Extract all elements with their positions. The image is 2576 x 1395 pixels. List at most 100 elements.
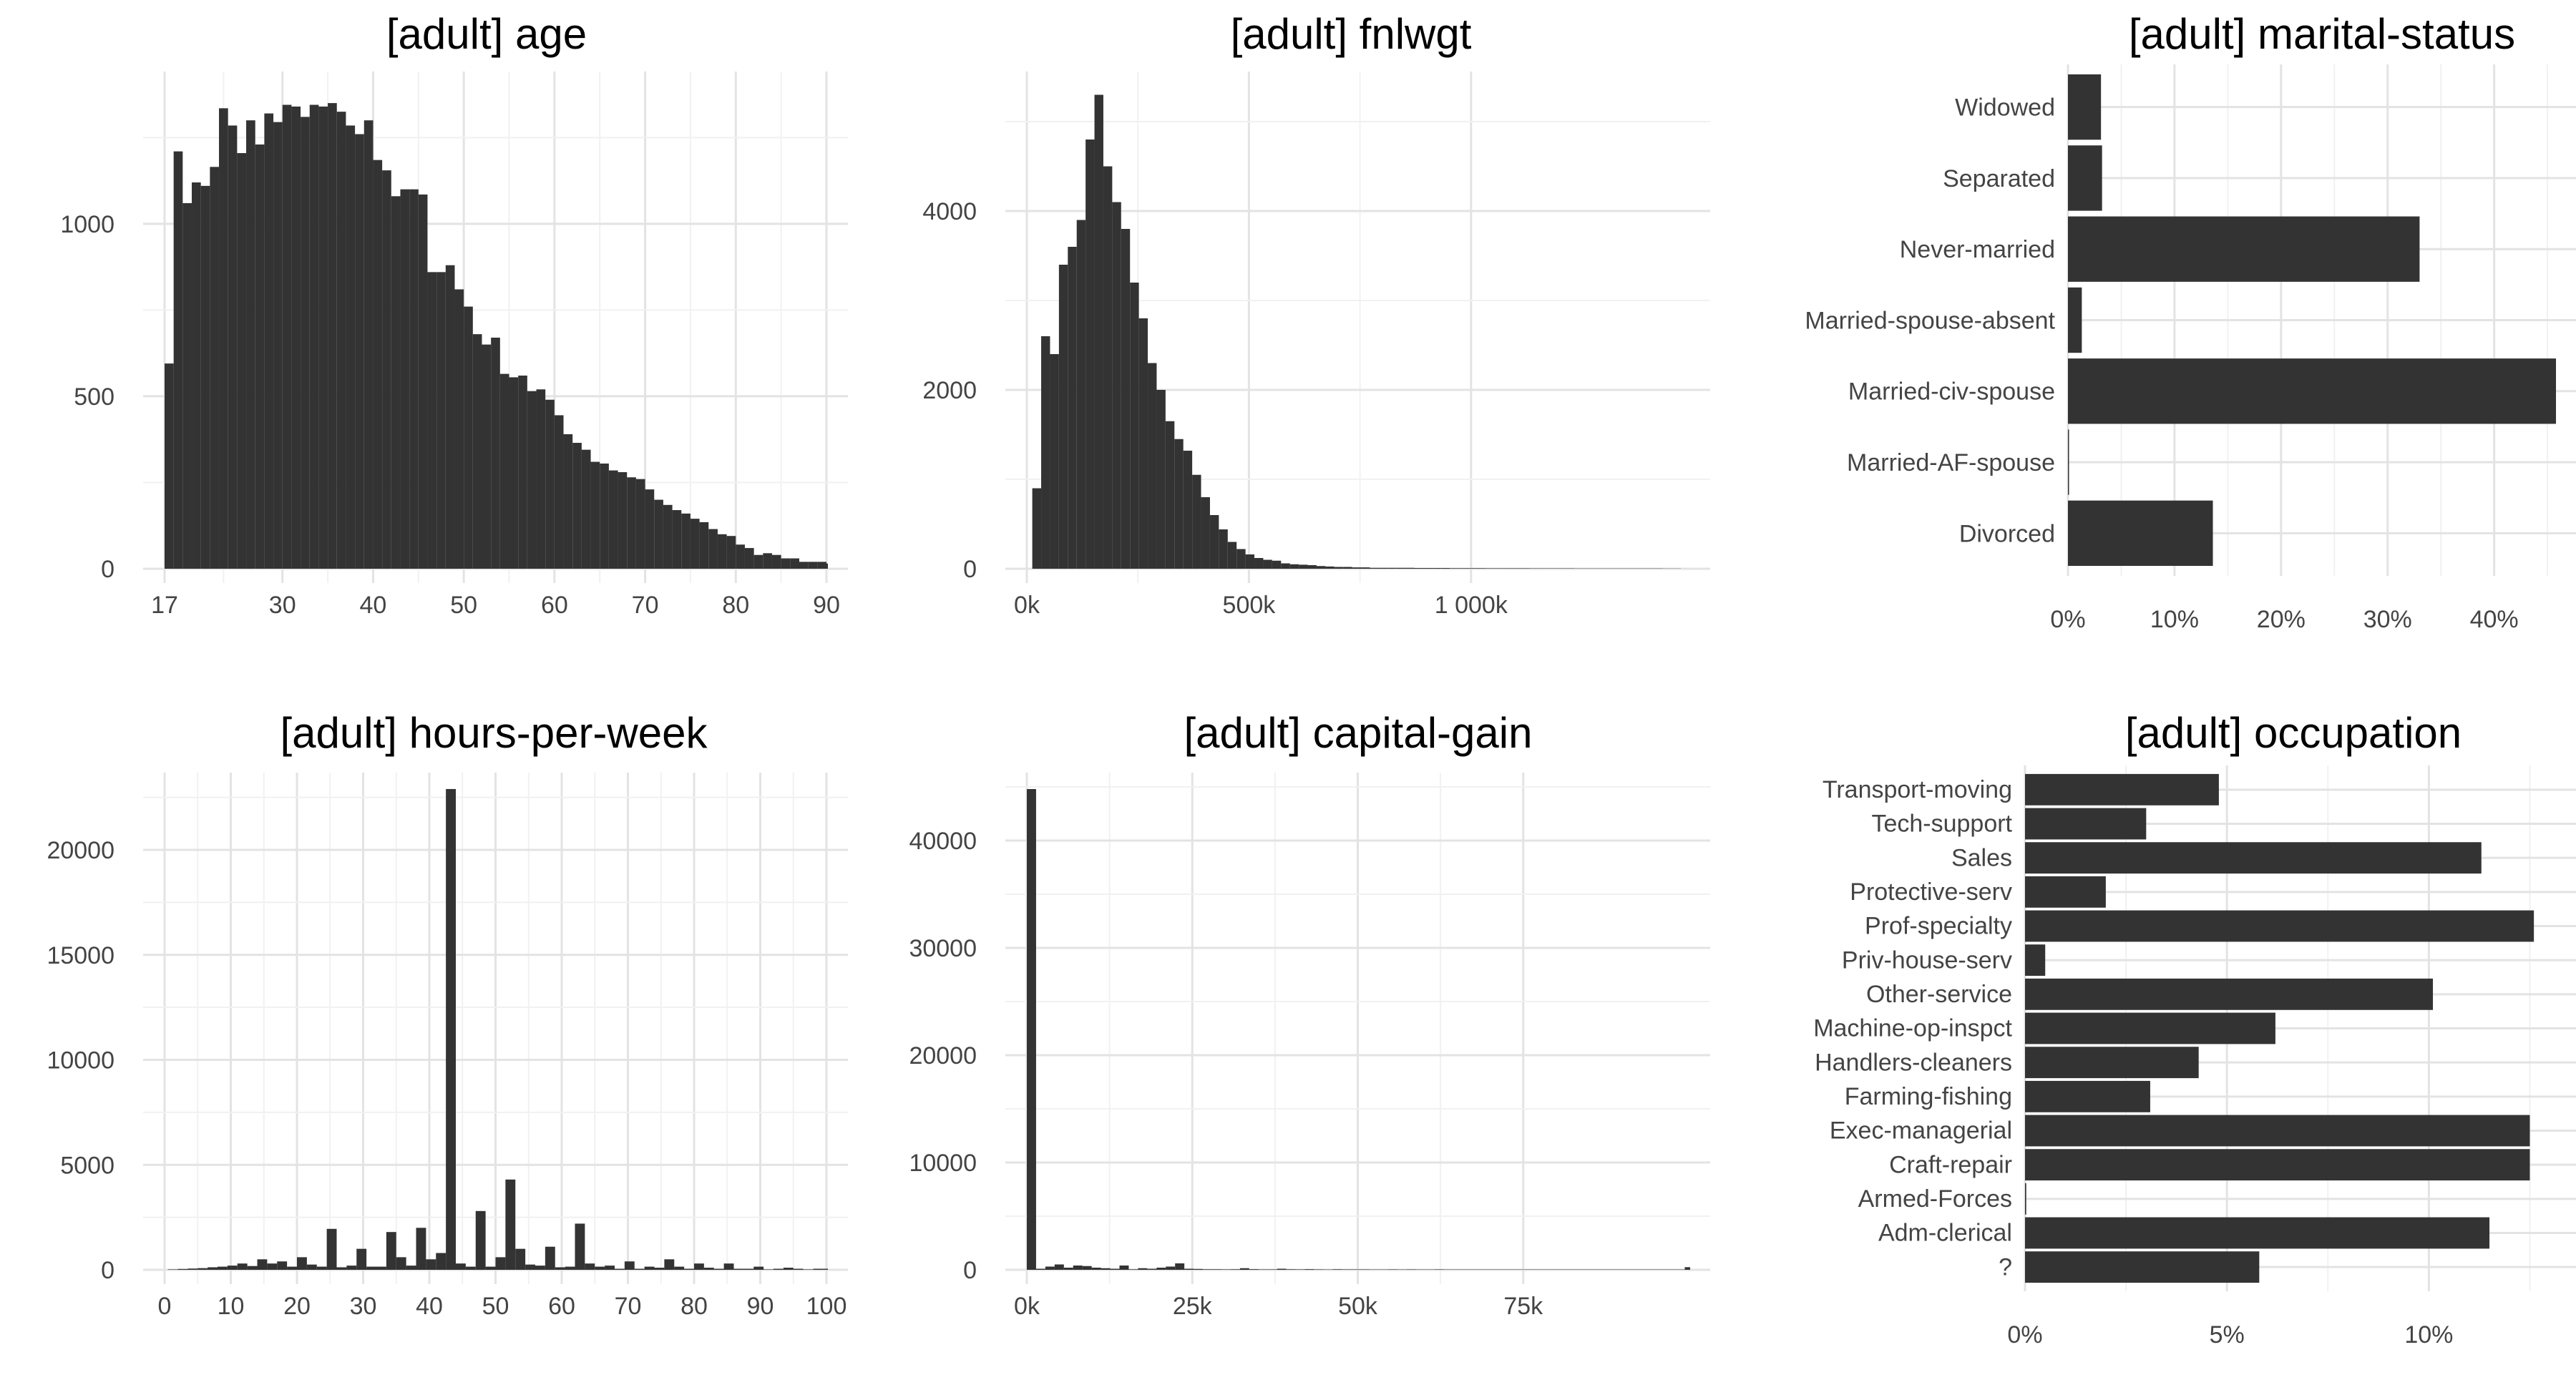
histogram-bar	[672, 510, 682, 569]
x-tick-label: 40	[360, 592, 387, 619]
histogram-bar	[1221, 1269, 1231, 1270]
histogram-bar	[744, 548, 754, 569]
histogram-bar	[1027, 789, 1036, 1270]
y-tick-label: 500	[74, 383, 114, 411]
histogram-bar	[1343, 567, 1352, 569]
histogram-bar	[518, 376, 527, 569]
category-label: Protective-serv	[1850, 878, 2012, 906]
histogram-bar	[1314, 1269, 1324, 1270]
category-bar	[2025, 808, 2147, 840]
x-tick-label: 10	[218, 1293, 245, 1320]
histogram-bar	[509, 377, 519, 569]
histogram-bar	[1230, 1269, 1240, 1270]
histogram-bar	[515, 1248, 526, 1270]
histogram-bar	[485, 1266, 496, 1270]
category-label: Farming-fishing	[1845, 1083, 2012, 1110]
category-bar	[2068, 358, 2557, 424]
histogram-bar	[1414, 568, 1423, 569]
category-label: Armed-Forces	[1858, 1185, 2012, 1213]
histogram-bar	[297, 1257, 307, 1270]
histogram-bar	[1521, 568, 1530, 569]
histogram-bar	[585, 1263, 595, 1270]
category-bar	[2025, 910, 2534, 942]
histogram-bar	[1277, 1268, 1287, 1270]
histogram-bar	[1121, 229, 1131, 569]
histogram-bar	[1263, 559, 1272, 569]
category-bar	[2068, 429, 2069, 495]
histogram-bar	[1432, 568, 1441, 569]
category-label: Never-married	[1900, 236, 2055, 263]
histogram-bar	[356, 1248, 367, 1270]
y-tick-label: 20000	[909, 1042, 977, 1070]
y-tick-label: 2000	[922, 377, 977, 404]
histogram-bar	[1304, 1269, 1314, 1270]
histogram-bar	[1138, 1268, 1148, 1270]
histogram-bar	[246, 120, 255, 569]
histogram-bar	[465, 1266, 476, 1270]
panel-occupation-bars: [adult] occupation ? Adm-clerical Armed-Fo…	[1813, 709, 2576, 1348]
x-tick-label: 20	[283, 1293, 311, 1320]
histogram-bar	[436, 1253, 447, 1270]
histogram-bar	[167, 1269, 178, 1270]
histogram-bar	[645, 489, 655, 569]
histogram-bar	[627, 477, 636, 569]
histogram-bar	[793, 1268, 804, 1270]
x-tick-label: 0k	[1014, 592, 1040, 619]
x-tick-label: 60	[541, 592, 568, 619]
histogram-bar	[386, 1232, 396, 1270]
x-tick-label: 0k	[1014, 1293, 1040, 1320]
histogram-bar	[1130, 283, 1139, 569]
y-tick-label: 30000	[909, 935, 977, 962]
histogram-bar	[1342, 1269, 1352, 1270]
bars	[165, 103, 828, 569]
histogram-bar	[723, 1263, 734, 1270]
panel-marital-status-bars: [adult] marital-status Divorced Married-A…	[1805, 10, 2576, 633]
histogram-bar	[1388, 1269, 1398, 1270]
histogram-bar	[400, 189, 410, 569]
x-tick-label: 10%	[2404, 1321, 2453, 1348]
histogram-bar	[572, 443, 582, 569]
histogram-bar	[227, 1266, 238, 1270]
histogram-bar	[726, 536, 736, 569]
histogram-bar	[318, 106, 328, 569]
histogram-bar	[1281, 563, 1290, 569]
histogram-bar	[690, 519, 700, 569]
histogram-bar	[287, 1266, 297, 1270]
x-tick-label: 60	[548, 1293, 575, 1320]
histogram-bar	[418, 194, 428, 569]
histogram-bar	[1138, 318, 1148, 569]
histogram-bar	[694, 1263, 704, 1270]
x-tick-label: 500k	[1223, 592, 1277, 619]
chart-title: [adult] hours-per-week	[280, 709, 708, 757]
category-label: Sales	[1951, 844, 2012, 871]
histogram-bar	[1032, 488, 1042, 569]
histogram-bar	[823, 1268, 828, 1270]
histogram-bar	[355, 134, 364, 569]
x-tick-label: 50	[450, 592, 477, 619]
histogram-bar	[475, 1210, 486, 1270]
histogram-bar	[1110, 1268, 1120, 1270]
x-tick-label: 70	[615, 1293, 642, 1320]
histogram-bar	[1258, 1269, 1268, 1270]
histogram-bar	[743, 1268, 754, 1270]
histogram-bar	[409, 189, 419, 569]
histogram-bar	[1058, 265, 1068, 569]
x-tick-label: 100	[806, 1293, 847, 1320]
histogram-bar	[654, 499, 663, 569]
histogram-bar	[1094, 94, 1103, 569]
histogram-bar	[1219, 529, 1228, 569]
x-tick-label: 90	[747, 1293, 774, 1320]
histogram-bar	[1148, 363, 1157, 569]
histogram-bar	[608, 470, 618, 569]
bars	[2025, 773, 2534, 1283]
histogram-bar	[1184, 1268, 1194, 1270]
x-tick-label: 0	[158, 1293, 172, 1320]
histogram-bar	[336, 1267, 347, 1270]
histogram-bar	[1325, 566, 1335, 569]
category-label: Divorced	[1959, 520, 2055, 547]
histogram-bar	[1254, 558, 1264, 569]
histogram-bar	[808, 562, 818, 569]
y-tick-label: 20000	[47, 837, 114, 864]
category-label: Tech-support	[1871, 811, 2012, 838]
histogram-bar	[445, 265, 455, 569]
